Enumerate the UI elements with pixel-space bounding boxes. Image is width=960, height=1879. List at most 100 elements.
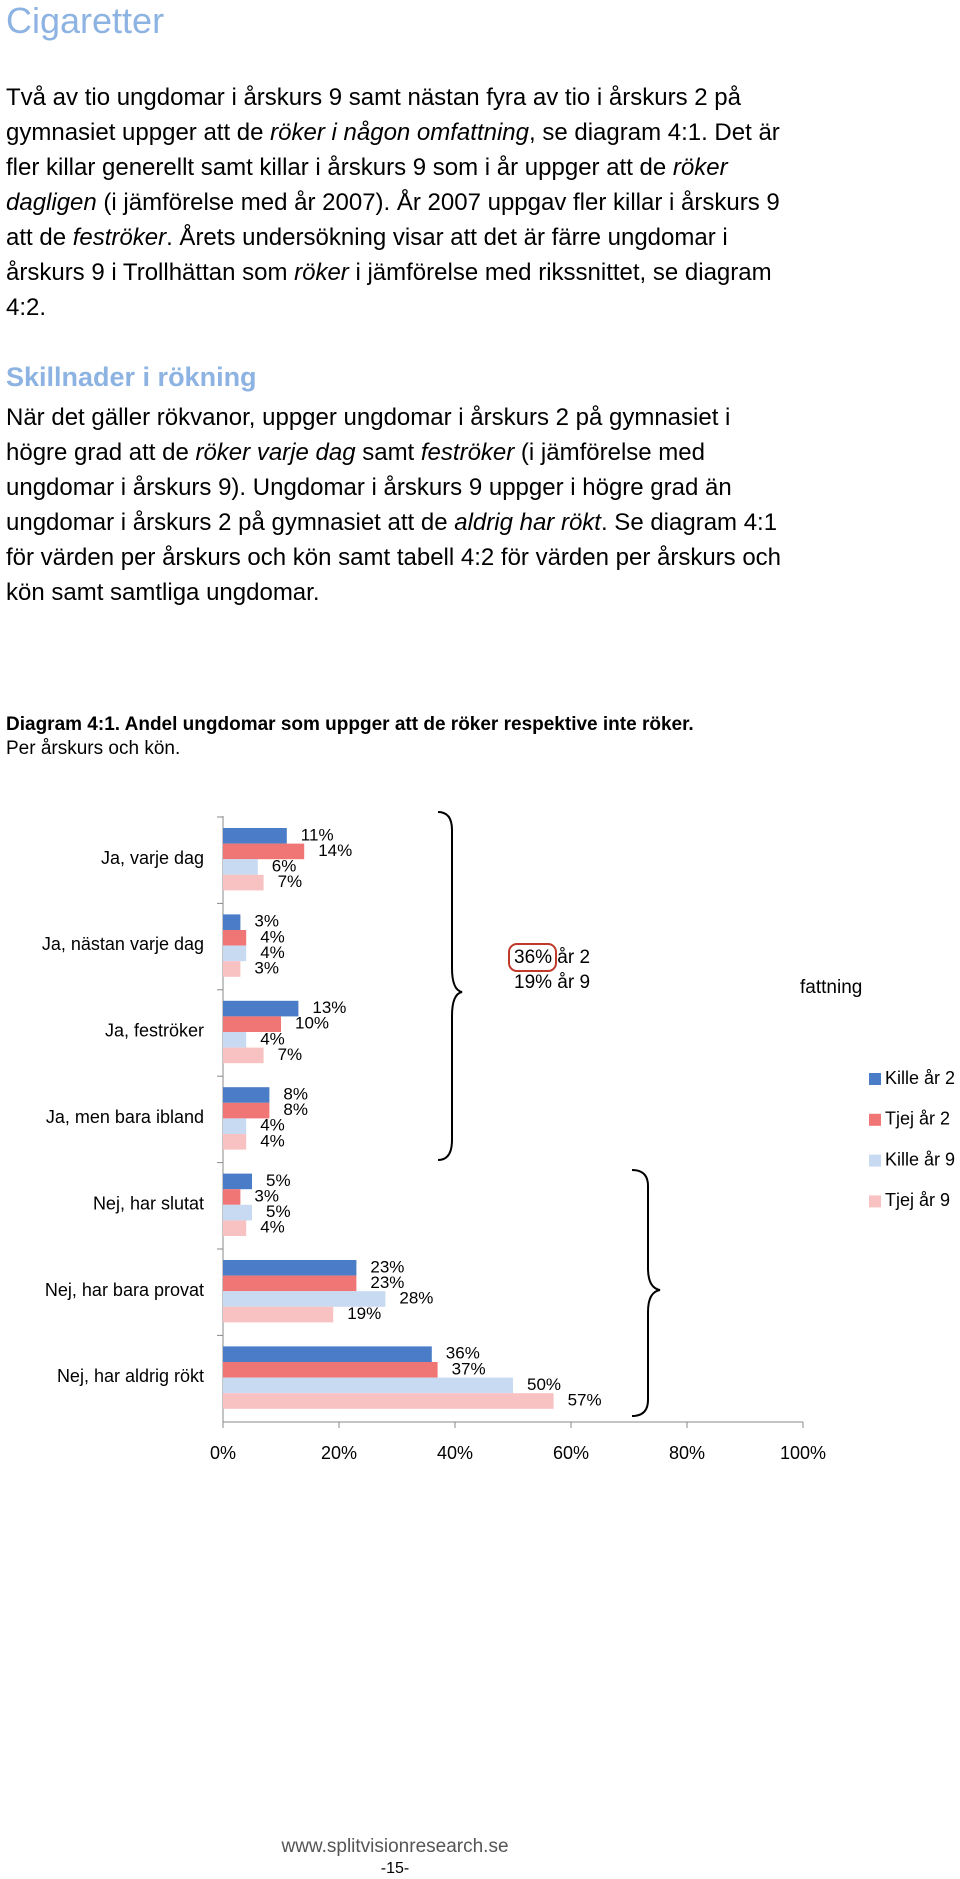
- paragraph: När det gäller rökvanor, uppger ungdomar…: [6, 400, 796, 610]
- text-run: röker dagligen: [6, 154, 728, 216]
- data-label: 6%: [272, 856, 297, 875]
- legend-label: Kille år 9: [885, 1149, 955, 1169]
- brace: [437, 811, 463, 1161]
- data-label: 4%: [260, 1218, 285, 1237]
- bar: [223, 1189, 241, 1205]
- text-run: aldrig har rökt: [454, 509, 601, 536]
- text-run: . Se diagram 4:1 för värden per årskurs …: [6, 509, 782, 606]
- data-label: 14%: [318, 841, 352, 860]
- data-label: 3%: [254, 958, 279, 977]
- text-run: i jämförelse med rikssnittet, se diagram…: [6, 259, 772, 321]
- caption-subtitle: Per årskurs och kön.: [6, 738, 181, 759]
- paragraph: Två av tio ungdomar i årskurs 9 samt näs…: [6, 80, 796, 325]
- y-tick-label: Nej, har bara provat: [45, 1280, 204, 1300]
- y-tick-label: Nej, har slutat: [93, 1193, 204, 1213]
- legend-label: Tjej år 2: [885, 1109, 950, 1129]
- y-tick-label: Ja, men bara ibland: [46, 1107, 204, 1127]
- bar: [223, 1087, 270, 1103]
- data-label: 4%: [260, 943, 285, 962]
- bar: [223, 1291, 386, 1307]
- bar: [223, 843, 305, 860]
- x-tick-label: 20%: [321, 1443, 357, 1463]
- text-run: röker i någon omfattning: [270, 119, 529, 146]
- x-tick-label: 0%: [210, 1443, 236, 1463]
- data-label: 8%: [283, 1100, 308, 1119]
- data-label: 50%: [527, 1375, 561, 1394]
- data-label: 4%: [260, 927, 285, 946]
- data-label: 5%: [266, 1171, 291, 1190]
- bar: [223, 961, 241, 977]
- data-label: 57%: [568, 1390, 602, 1409]
- data-label: 4%: [260, 1131, 285, 1150]
- caption-title: Diagram 4:1. Andel ungdomar som uppger a…: [6, 714, 694, 735]
- data-label: 13%: [312, 998, 346, 1017]
- bar: [223, 1362, 438, 1378]
- text-run: röker varje dag: [195, 439, 356, 466]
- bar: [223, 1393, 554, 1409]
- data-label: 23%: [370, 1257, 404, 1276]
- bar: [223, 914, 241, 930]
- bar: [223, 1118, 247, 1134]
- subheading: Skillnader i rökning: [6, 362, 257, 392]
- bar: [223, 1346, 432, 1362]
- data-label: 23%: [370, 1273, 404, 1292]
- data-label: 5%: [266, 1202, 291, 1221]
- x-tick-label: 100%: [780, 1443, 826, 1463]
- x-tick-label: 60%: [553, 1443, 589, 1463]
- data-label: 7%: [278, 1045, 303, 1064]
- annotation: fattning: [800, 977, 862, 998]
- text-run: feströker: [420, 439, 515, 466]
- data-label: 10%: [295, 1014, 329, 1033]
- legend-label: Kille år 2: [885, 1068, 955, 1088]
- bar: [223, 1260, 357, 1276]
- bar: [223, 930, 247, 946]
- y-tick-label: Nej, har aldrig rökt: [57, 1366, 204, 1386]
- data-label: 8%: [283, 1084, 308, 1103]
- y-tick-label: Ja, varje dag: [101, 848, 204, 868]
- text-run: (i jämförelse med ungdomar i årskurs 9).…: [6, 439, 732, 536]
- bar: [223, 1000, 299, 1017]
- page-number: -15-: [380, 1860, 410, 1877]
- data-label: 3%: [254, 912, 279, 931]
- bar: [223, 945, 247, 962]
- text-run: . Årets undersökning visar att det är fä…: [6, 224, 728, 286]
- text-run: Två av tio ungdomar i årskurs 9 samt näs…: [6, 84, 741, 146]
- legend-swatch: [869, 1195, 881, 1208]
- bar: [223, 1047, 264, 1064]
- text-run: (i jämförelse med år 2007). År 2007 uppg…: [6, 189, 780, 251]
- legend-swatch: [869, 1154, 881, 1167]
- data-label: 4%: [260, 1116, 285, 1135]
- bar: [223, 859, 258, 875]
- legend-swatch: [869, 1113, 881, 1126]
- text-run: När det gäller rökvanor, uppger ungdomar…: [6, 404, 731, 466]
- data-label: 7%: [278, 872, 303, 891]
- data-label: 37%: [452, 1359, 486, 1378]
- legend-label: Tjej år 9: [885, 1190, 950, 1210]
- bar: [223, 1204, 252, 1221]
- data-label: 19%: [347, 1304, 381, 1323]
- brace: [631, 1169, 661, 1417]
- footer-url: www.splitvisionresearch.se: [281, 1836, 509, 1857]
- bar: [223, 1377, 513, 1394]
- bar: [223, 1275, 357, 1292]
- data-label: 28%: [399, 1288, 433, 1307]
- y-tick-label: Ja, feströker: [105, 1021, 204, 1041]
- annotation: 19% år 9: [514, 972, 590, 993]
- page-title: Cigaretter: [6, 0, 165, 41]
- data-label: 36%: [446, 1344, 480, 1363]
- bar: [223, 1220, 247, 1236]
- bar: [223, 1306, 334, 1323]
- x-tick-label: 80%: [669, 1443, 705, 1463]
- bar: [223, 1016, 281, 1032]
- bar: [223, 874, 264, 891]
- text-run: , se diagram 4:1. Det är fler killar gen…: [6, 119, 780, 181]
- bar: [223, 1032, 247, 1048]
- y-tick-label: Ja, nästan varje dag: [42, 934, 204, 954]
- data-label: 3%: [254, 1186, 279, 1205]
- highlight-circle: [508, 943, 557, 972]
- bar: [223, 828, 287, 844]
- data-label: 11%: [301, 825, 334, 844]
- data-label: 4%: [260, 1029, 285, 1048]
